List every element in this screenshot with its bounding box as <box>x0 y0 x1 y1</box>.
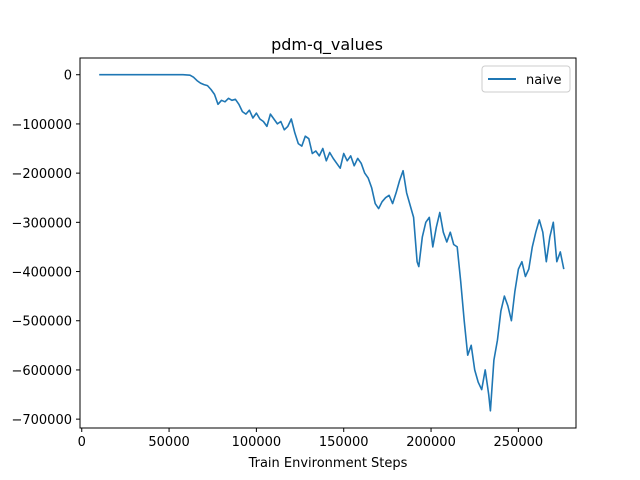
x-tick-label: 50000 <box>148 435 189 450</box>
x-tick-label: 0 <box>78 435 86 450</box>
y-tick-label: −700000 <box>11 413 72 428</box>
y-tick-label: −600000 <box>11 364 72 379</box>
y-tick-label: −100000 <box>11 118 72 133</box>
y-axis: 0 −100000 −200000 −300000 −400000 −500000 −600… <box>11 69 80 428</box>
y-tick-label: −500000 <box>11 315 72 330</box>
x-tick-label: 250000 <box>494 435 544 450</box>
chart-title: pdm-q_values <box>271 35 383 55</box>
legend-box <box>481 65 571 93</box>
plot-frame <box>79 57 577 429</box>
x-axis: 0 50000 100000 150000 200000 250000 <box>78 428 544 450</box>
y-tick-label: −200000 <box>11 167 72 182</box>
series-line-naive <box>99 73 565 412</box>
legend-label: naive <box>526 73 562 88</box>
y-tick-label: −400000 <box>11 266 72 281</box>
y-tick-label: 0 <box>64 69 72 84</box>
x-tick-label: 150000 <box>319 435 369 450</box>
x-tick-label: 200000 <box>406 435 456 450</box>
x-axis-label: Train Environment Steps <box>248 456 408 471</box>
x-tick-label: 100000 <box>232 435 282 450</box>
series-layer <box>99 73 565 412</box>
legend: naive <box>481 65 571 93</box>
y-tick-label: −300000 <box>11 216 72 231</box>
